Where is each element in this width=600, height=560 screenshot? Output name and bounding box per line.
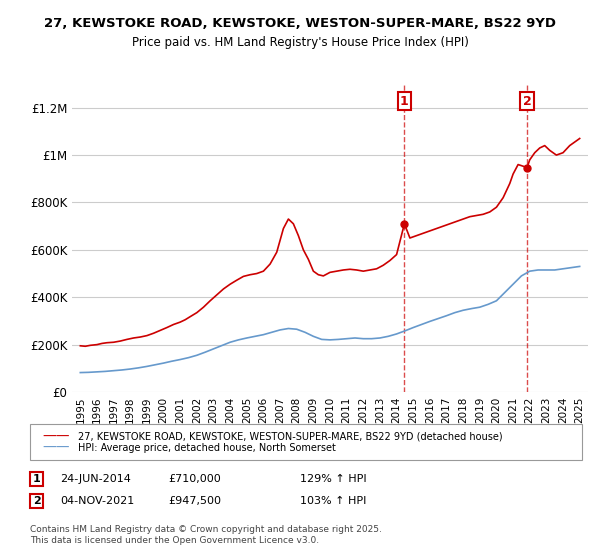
Text: 2: 2 — [523, 95, 532, 108]
Text: ——: —— — [42, 430, 70, 444]
Text: 1: 1 — [33, 474, 40, 484]
Text: 2: 2 — [33, 496, 40, 506]
Text: ——: —— — [42, 441, 70, 455]
Text: £710,000: £710,000 — [168, 474, 221, 484]
Text: 27, KEWSTOKE ROAD, KEWSTOKE, WESTON-SUPER-MARE, BS22 9YD: 27, KEWSTOKE ROAD, KEWSTOKE, WESTON-SUPE… — [44, 17, 556, 30]
Text: 1: 1 — [400, 95, 409, 108]
Text: 04-NOV-2021: 04-NOV-2021 — [60, 496, 134, 506]
Text: HPI: Average price, detached house, North Somerset: HPI: Average price, detached house, Nort… — [78, 443, 336, 453]
Text: £947,500: £947,500 — [168, 496, 221, 506]
Text: Contains HM Land Registry data © Crown copyright and database right 2025.
This d: Contains HM Land Registry data © Crown c… — [30, 525, 382, 545]
Text: Price paid vs. HM Land Registry's House Price Index (HPI): Price paid vs. HM Land Registry's House … — [131, 36, 469, 49]
Text: 103% ↑ HPI: 103% ↑ HPI — [300, 496, 367, 506]
Text: 27, KEWSTOKE ROAD, KEWSTOKE, WESTON-SUPER-MARE, BS22 9YD (detached house): 27, KEWSTOKE ROAD, KEWSTOKE, WESTON-SUPE… — [78, 432, 503, 442]
Text: 129% ↑ HPI: 129% ↑ HPI — [300, 474, 367, 484]
Text: 24-JUN-2014: 24-JUN-2014 — [60, 474, 131, 484]
